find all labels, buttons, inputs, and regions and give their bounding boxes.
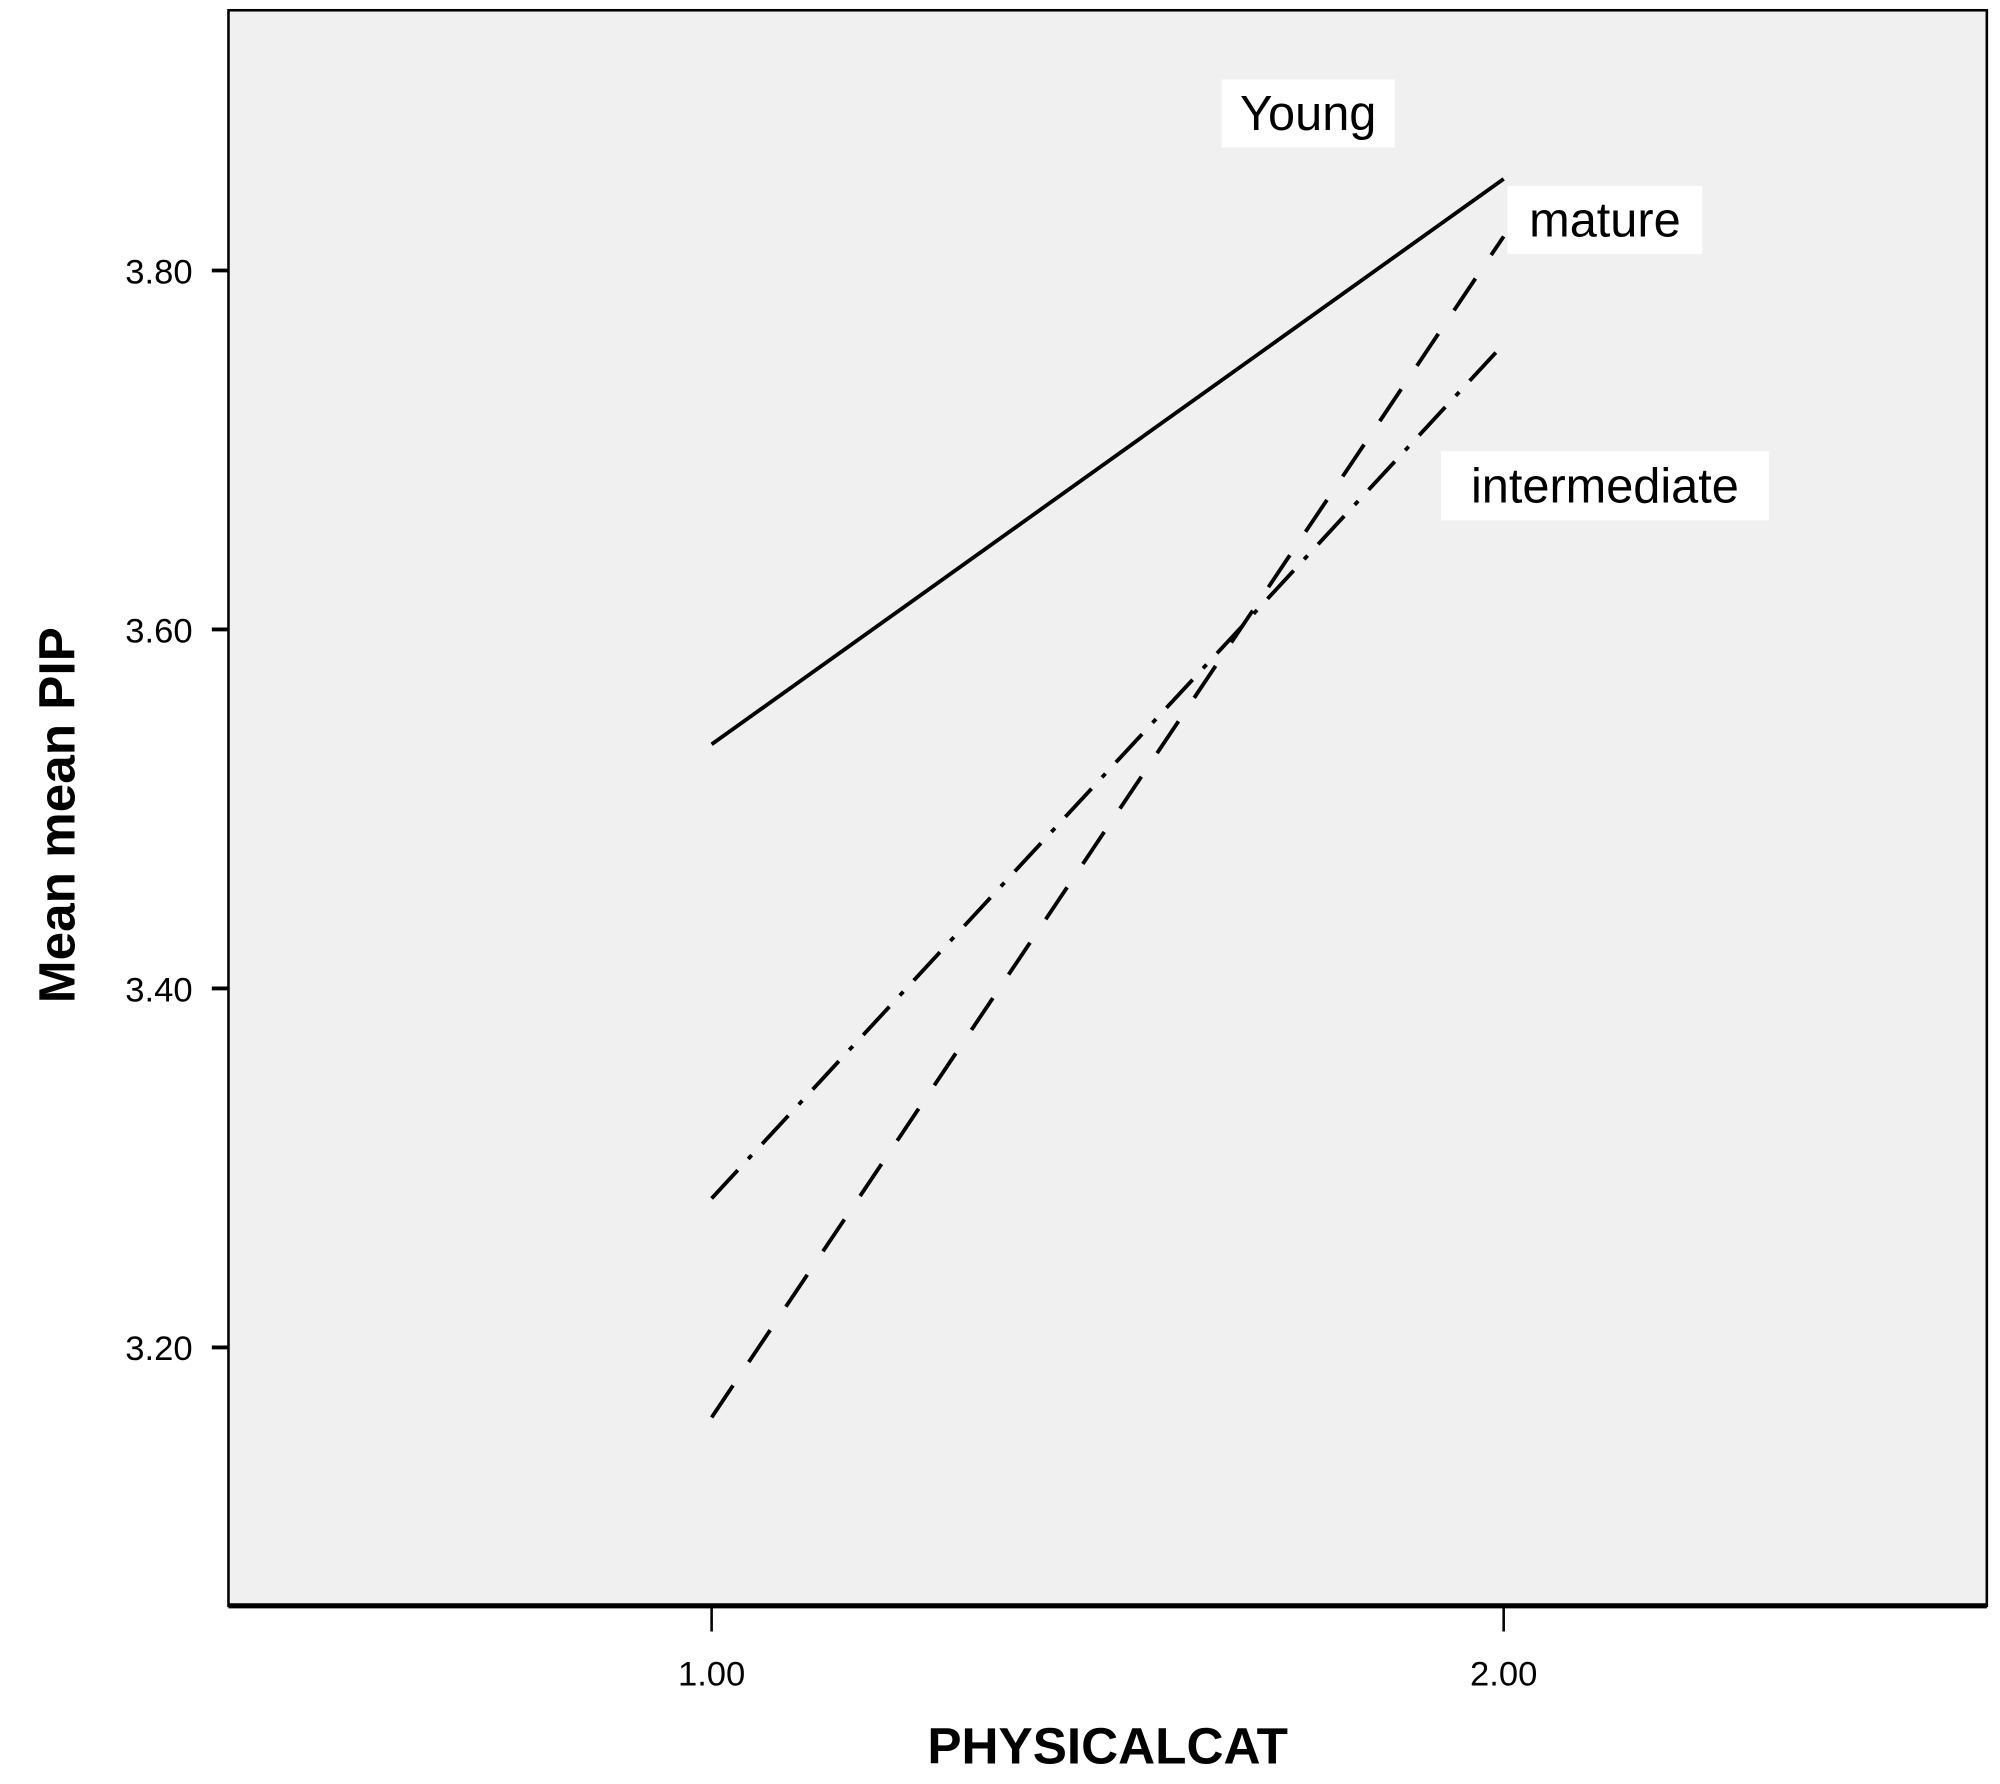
plot-area xyxy=(227,8,1989,1608)
series-line-young xyxy=(710,177,1505,746)
x-tick-label: 1.00 xyxy=(678,1655,745,1693)
svg-text:mature: mature xyxy=(1529,193,1681,247)
series-line-mature xyxy=(710,235,1506,1419)
series-label-young: Young xyxy=(1221,79,1395,148)
x-axis-label: PHYSICALCAT xyxy=(927,1717,1288,1774)
y-tick-label: 3.40 xyxy=(125,971,192,1009)
series-label-intermediate: intermediate xyxy=(1440,451,1769,521)
svg-text:Young: Young xyxy=(1240,87,1376,141)
svg-text:intermediate: intermediate xyxy=(1471,459,1739,513)
series-line-intermediate xyxy=(710,342,1506,1200)
y-tick-label: 3.20 xyxy=(125,1330,192,1368)
y-tick-label: 3.80 xyxy=(125,253,192,291)
y-axis-label: Mean mean PIP xyxy=(29,627,86,1003)
y-tick-label: 3.60 xyxy=(125,612,192,650)
series-label-mature: mature xyxy=(1507,185,1703,254)
x-tick-label: 2.00 xyxy=(1470,1655,1537,1693)
